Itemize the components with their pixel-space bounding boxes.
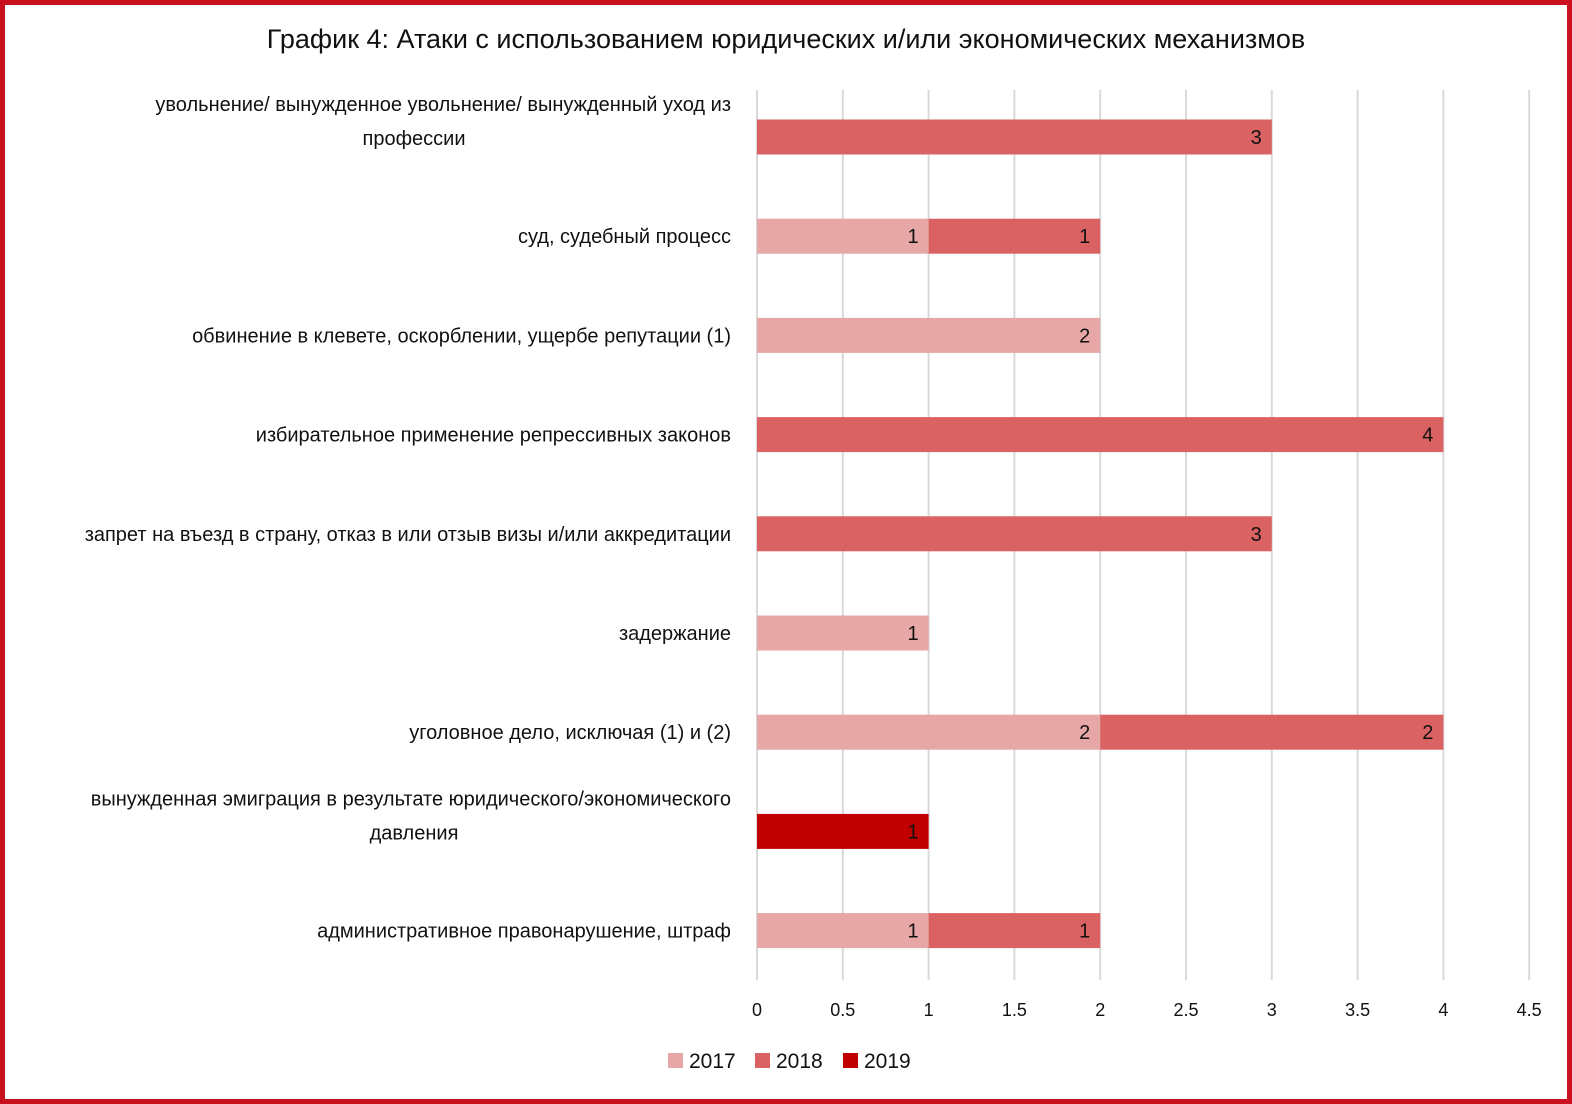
category-label: административное правонарушение, штраф bbox=[317, 921, 731, 943]
legend-label: 2018 bbox=[776, 1050, 823, 1073]
category-label: избирательное применение репрессивных за… bbox=[256, 425, 731, 447]
data-label: 2 bbox=[1079, 722, 1090, 744]
bar-2017 bbox=[757, 317, 1101, 353]
data-label: 1 bbox=[907, 623, 918, 645]
x-tick-label: 2 bbox=[1095, 1000, 1105, 1020]
category-labels: увольнение/ вынужденное увольнение/ выну… bbox=[85, 94, 731, 943]
legend: 2017 2018 2019 bbox=[668, 1050, 911, 1073]
bar-2018 bbox=[1100, 714, 1444, 750]
x-axis-ticks: 0 0.5 1 1.5 2 2.5 3 3.5 4 4.5 bbox=[752, 1000, 1542, 1020]
x-tick-label: 0 bbox=[752, 1000, 762, 1020]
category-label: задержание bbox=[619, 623, 731, 645]
bar-2017 bbox=[757, 714, 1101, 750]
legend-label: 2019 bbox=[864, 1050, 911, 1073]
x-tick-label: 3 bbox=[1267, 1000, 1277, 1020]
category-label: вынужденная эмиграция в результате юриди… bbox=[91, 788, 731, 810]
bar-2017 bbox=[757, 615, 929, 651]
data-label: 2 bbox=[1422, 722, 1433, 744]
category-label: запрет на въезд в страну, отказ в или от… bbox=[85, 524, 731, 546]
legend-swatch-2017 bbox=[668, 1053, 683, 1068]
data-label: 1 bbox=[907, 921, 918, 943]
bar-2018 bbox=[928, 218, 1101, 254]
data-label: 1 bbox=[1079, 921, 1090, 943]
category-label: увольнение/ вынужденное увольнение/ выну… bbox=[155, 94, 731, 116]
data-label: 1 bbox=[907, 226, 918, 248]
category-label: суд, судебный процесс bbox=[518, 226, 731, 248]
x-tick-label: 3.5 bbox=[1345, 1000, 1370, 1020]
data-label: 3 bbox=[1251, 524, 1262, 546]
bar-2018 bbox=[757, 516, 1272, 552]
bar-2017 bbox=[757, 218, 929, 254]
data-label: 3 bbox=[1251, 127, 1262, 149]
bar-2019 bbox=[757, 813, 929, 849]
chart-title: График 4: Атаки с использованием юридиче… bbox=[267, 24, 1305, 54]
bar-2018 bbox=[928, 913, 1101, 949]
x-tick-label: 1.5 bbox=[1002, 1000, 1027, 1020]
x-tick-label: 2.5 bbox=[1173, 1000, 1198, 1020]
category-label: уголовное дело, исключая (1) и (2) bbox=[409, 722, 731, 744]
bar-2018 bbox=[757, 119, 1272, 155]
x-tick-label: 1 bbox=[924, 1000, 934, 1020]
bar-2017 bbox=[757, 913, 929, 949]
category-label: обвинение в клевете, оскорблении, ущербе… bbox=[192, 325, 731, 347]
data-label: 1 bbox=[1079, 226, 1090, 248]
x-tick-label: 4.5 bbox=[1517, 1000, 1542, 1020]
category-label: давления bbox=[370, 822, 459, 844]
data-label: 2 bbox=[1079, 325, 1090, 347]
legend-swatch-2018 bbox=[755, 1053, 770, 1068]
category-label: профессии bbox=[363, 128, 466, 150]
bars-group: 3 1 1 2 4 3 1 2 2 1 1 1 bbox=[757, 119, 1444, 949]
bar-2018 bbox=[757, 417, 1444, 453]
x-tick-label: 4 bbox=[1438, 1000, 1448, 1020]
legend-swatch-2019 bbox=[843, 1053, 858, 1068]
data-label: 1 bbox=[907, 821, 918, 843]
legend-label: 2017 bbox=[689, 1050, 736, 1073]
x-tick-label: 0.5 bbox=[830, 1000, 855, 1020]
data-label: 4 bbox=[1422, 425, 1433, 447]
